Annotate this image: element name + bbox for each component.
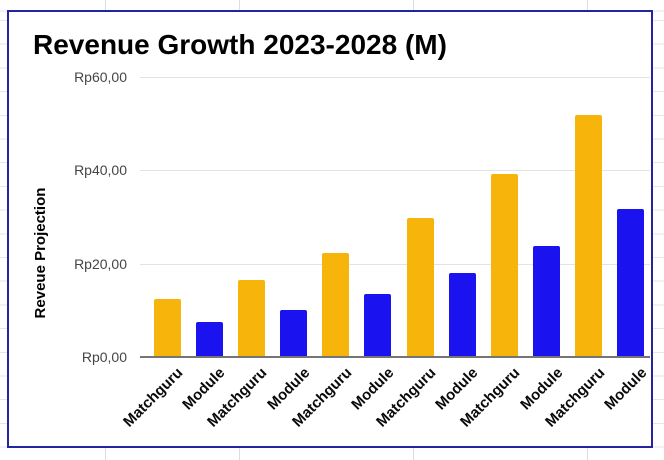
gridline — [140, 170, 650, 172]
bar-matchguru-5[interactable] — [322, 252, 350, 357]
bar-module-12[interactable] — [617, 208, 645, 357]
bar-module-10[interactable] — [533, 245, 561, 357]
bar-module-6[interactable] — [364, 294, 392, 357]
bar-module-4[interactable] — [280, 310, 308, 357]
plot-area: Rp0,00 Rp20,00 Rp40,00 Rp60,00 Matchguru Modu… — [9, 12, 651, 446]
y-tick-label: Rp0,00 — [81, 349, 127, 365]
y-tick-label: Rp60,00 — [74, 69, 127, 85]
bar-matchguru-7[interactable] — [406, 217, 434, 357]
y-tick-label: Rp20,00 — [74, 255, 127, 272]
bar-matchguru-3[interactable] — [237, 280, 265, 357]
bar-module-8[interactable] — [448, 273, 476, 357]
x-axis-line — [140, 356, 650, 358]
gridline — [140, 263, 650, 265]
gridline — [140, 77, 650, 78]
bar-matchguru-1[interactable] — [153, 298, 181, 357]
chart-container[interactable]: Revenue Growth 2023-2028 (M) Reveue Proj… — [7, 10, 653, 448]
chart-title: Revenue Growth 2023-2028 (M) — [33, 29, 447, 60]
bar-matchguru-9[interactable] — [490, 174, 518, 357]
bar-module-2[interactable] — [195, 322, 223, 357]
bar-matchguru-11[interactable] — [575, 114, 603, 357]
y-tick-label: Rp40,00 — [74, 162, 127, 179]
